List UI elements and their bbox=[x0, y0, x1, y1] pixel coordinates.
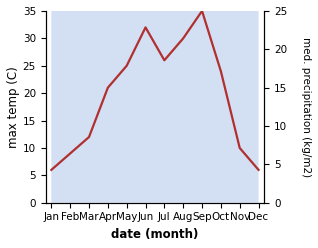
X-axis label: date (month): date (month) bbox=[111, 228, 199, 241]
Y-axis label: med. precipitation (kg/m2): med. precipitation (kg/m2) bbox=[301, 37, 311, 177]
Y-axis label: max temp (C): max temp (C) bbox=[7, 66, 20, 148]
